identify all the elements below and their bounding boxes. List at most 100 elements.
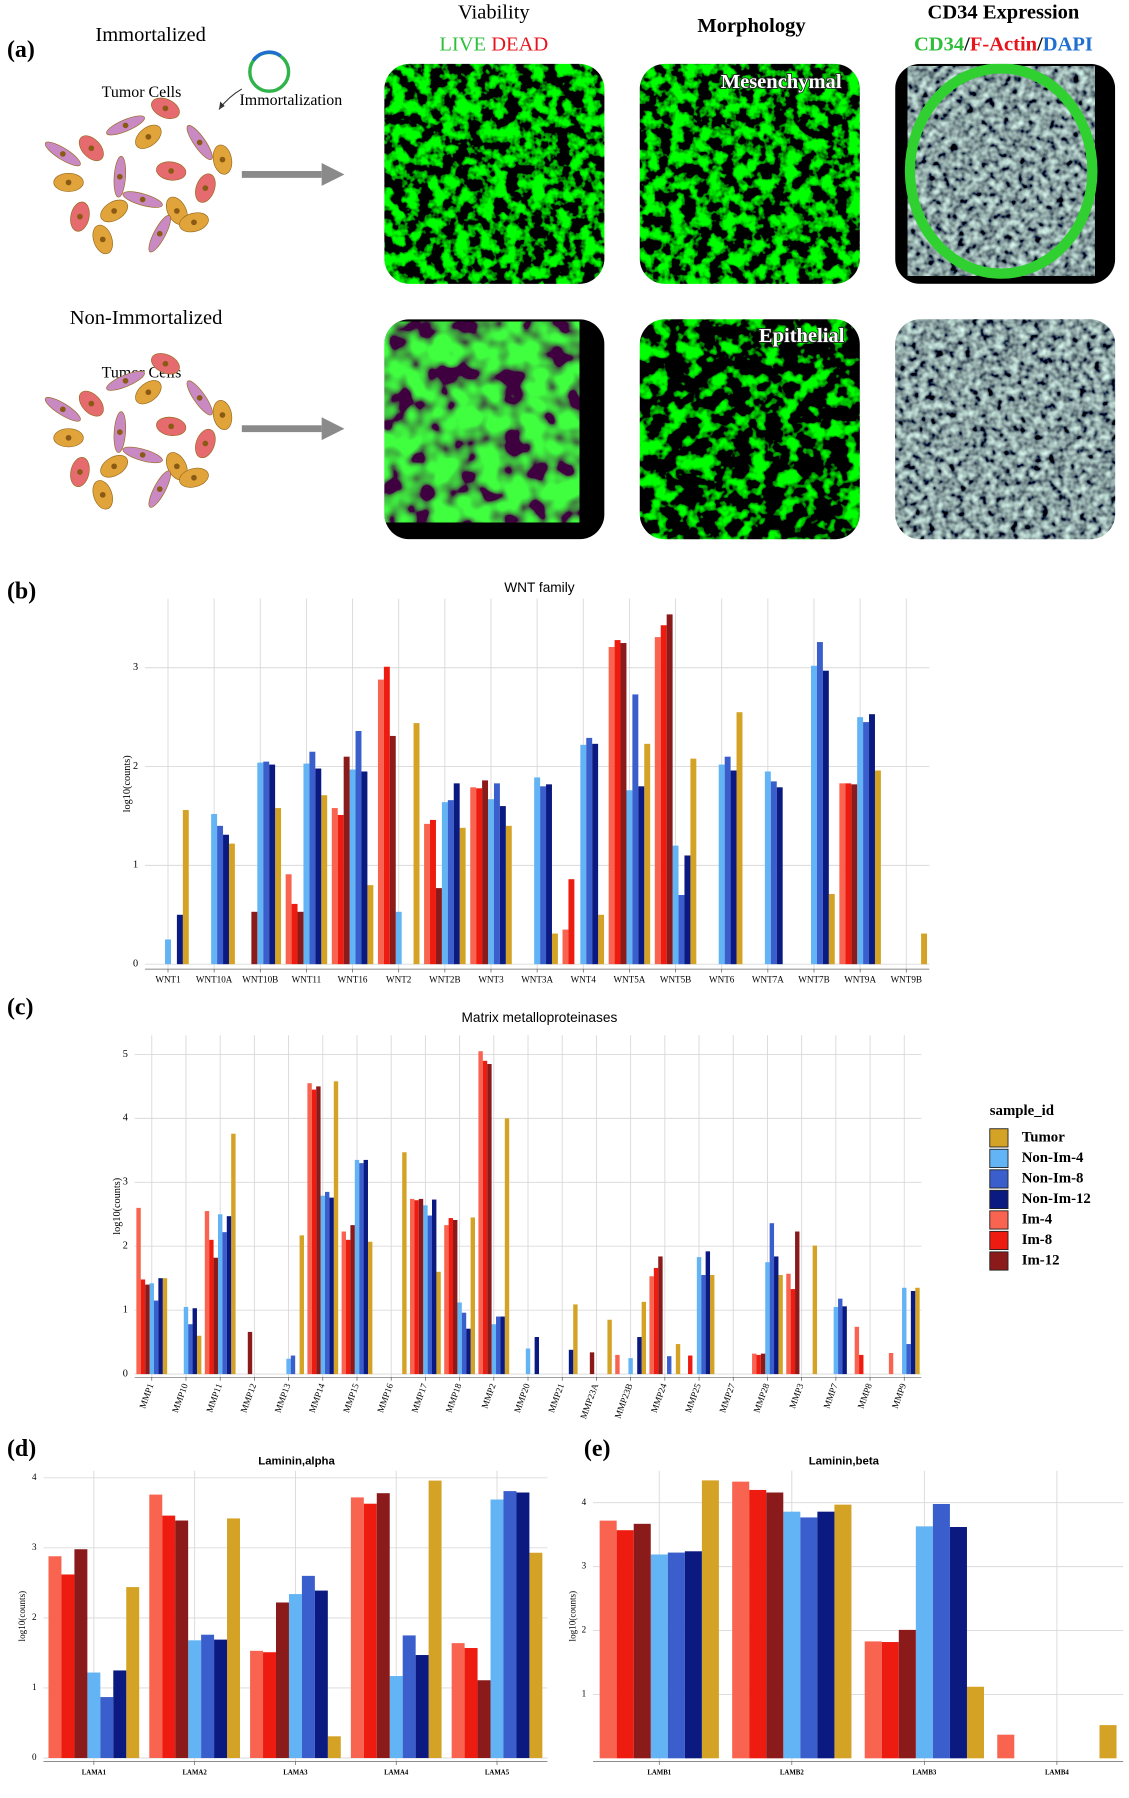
bar bbox=[684, 855, 691, 965]
bar bbox=[217, 1214, 223, 1375]
bar bbox=[637, 1337, 642, 1375]
x-tick-label: WNT9B bbox=[891, 975, 922, 985]
bar bbox=[752, 1353, 757, 1375]
bar bbox=[675, 1344, 681, 1375]
bar bbox=[540, 786, 547, 965]
micrograph bbox=[907, 66, 1095, 276]
bar bbox=[453, 783, 460, 965]
bar bbox=[354, 1159, 360, 1375]
cell-nucleus bbox=[65, 434, 72, 441]
bar bbox=[337, 814, 344, 965]
stain-legend: LIVE DEAD bbox=[439, 33, 548, 55]
legend-label: Non-Im-12 bbox=[1022, 1191, 1091, 1207]
x-tick-label: LAMB1 bbox=[647, 1769, 671, 1776]
bar bbox=[795, 1231, 800, 1375]
legend-swatch bbox=[989, 1210, 1009, 1230]
bar bbox=[222, 1232, 227, 1375]
bar bbox=[493, 783, 500, 965]
x-tick-label: WNT9A bbox=[844, 975, 876, 985]
bar bbox=[580, 744, 587, 965]
arrow bbox=[219, 101, 225, 110]
cell-nucleus bbox=[139, 196, 146, 203]
bar bbox=[153, 1300, 159, 1375]
y-tick-label: 5 bbox=[123, 1049, 128, 1060]
cell-nucleus bbox=[77, 213, 83, 220]
x-tick-label: MMP23A bbox=[578, 1382, 600, 1421]
x-tick-label: MMP23B bbox=[613, 1382, 635, 1420]
legend-label: Non-Im-8 bbox=[1022, 1170, 1084, 1186]
bar bbox=[226, 1216, 232, 1375]
bar bbox=[688, 1355, 693, 1375]
y-tick-label: 1 bbox=[133, 860, 138, 871]
bar bbox=[607, 1319, 612, 1375]
bar bbox=[188, 1324, 193, 1375]
bar bbox=[213, 1257, 218, 1375]
bar bbox=[769, 1223, 775, 1375]
plasmid-icon bbox=[251, 50, 282, 62]
bar bbox=[499, 806, 506, 965]
bar bbox=[376, 1493, 390, 1759]
bar bbox=[888, 1352, 894, 1375]
x-tick-label: WNT3A bbox=[521, 975, 553, 985]
x-tick-label: WNT6 bbox=[709, 975, 735, 985]
bar bbox=[395, 911, 402, 965]
x-tick-label: WNT3 bbox=[478, 975, 504, 985]
bar bbox=[633, 1523, 651, 1759]
x-tick-label: LAMB2 bbox=[780, 1769, 804, 1776]
bar bbox=[333, 1081, 339, 1375]
y-tick-label: 1 bbox=[582, 1689, 587, 1699]
morphology-label: Epithelial bbox=[759, 325, 845, 347]
bar bbox=[327, 1736, 341, 1759]
bar bbox=[690, 758, 697, 965]
bar bbox=[765, 1262, 770, 1375]
cell-nucleus bbox=[196, 395, 203, 401]
bar bbox=[616, 1530, 634, 1759]
bar bbox=[303, 763, 310, 965]
bar bbox=[227, 1518, 240, 1759]
cell-nucleus bbox=[145, 389, 152, 396]
bar bbox=[667, 1552, 685, 1759]
micrograph bbox=[384, 321, 580, 523]
bar bbox=[367, 1241, 373, 1375]
bar bbox=[204, 1211, 210, 1375]
bar bbox=[48, 1556, 62, 1759]
bar bbox=[182, 810, 189, 965]
bar bbox=[546, 784, 552, 965]
chart-title: WNT family bbox=[504, 580, 575, 595]
bar bbox=[598, 914, 605, 965]
bar bbox=[431, 1199, 437, 1375]
bar bbox=[441, 802, 448, 965]
bar bbox=[778, 1274, 783, 1375]
bar bbox=[447, 800, 454, 965]
bar bbox=[430, 819, 436, 965]
legend-swatch bbox=[989, 1251, 1009, 1271]
bar bbox=[756, 1354, 761, 1375]
bar bbox=[915, 1526, 933, 1759]
separator: / bbox=[963, 33, 970, 55]
stain: DEAD bbox=[491, 33, 548, 55]
x-tick-label: WNT4 bbox=[571, 975, 597, 985]
bar bbox=[299, 1235, 304, 1375]
cell-nucleus bbox=[162, 360, 169, 367]
chart-title: Matrix metalloproteinases bbox=[462, 1010, 618, 1025]
x-tick-label: WNT7A bbox=[752, 975, 784, 985]
bar bbox=[898, 1629, 916, 1759]
bar bbox=[307, 1083, 312, 1375]
bar bbox=[812, 1245, 818, 1375]
bar bbox=[833, 1306, 839, 1375]
cell-nucleus bbox=[88, 145, 95, 152]
bar bbox=[770, 781, 777, 965]
bar bbox=[250, 1650, 264, 1759]
cell-nucleus bbox=[174, 463, 180, 470]
bar bbox=[666, 614, 673, 965]
bar bbox=[415, 1655, 429, 1759]
bar bbox=[614, 640, 621, 965]
x-tick-label: LAMB4 bbox=[1045, 1769, 1069, 1776]
x-tick-label: WNT11 bbox=[292, 975, 322, 985]
bar bbox=[275, 1602, 289, 1759]
bar bbox=[534, 777, 541, 965]
cell-nucleus bbox=[122, 377, 129, 384]
bar bbox=[263, 1652, 276, 1759]
bar bbox=[638, 786, 645, 965]
bar bbox=[183, 1306, 189, 1375]
